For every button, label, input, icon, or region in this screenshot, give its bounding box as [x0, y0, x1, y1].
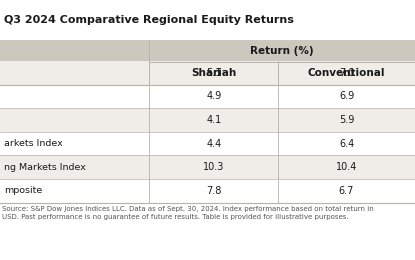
Text: 10.3: 10.3 [203, 162, 225, 172]
FancyBboxPatch shape [0, 108, 415, 132]
Text: ng Markets Index: ng Markets Index [4, 163, 86, 172]
Text: 5.9: 5.9 [339, 115, 354, 125]
Text: Q3 2024 Comparative Regional Equity Returns: Q3 2024 Comparative Regional Equity Retu… [4, 15, 294, 25]
FancyBboxPatch shape [0, 155, 415, 179]
FancyBboxPatch shape [0, 132, 415, 155]
FancyBboxPatch shape [0, 61, 415, 84]
FancyBboxPatch shape [0, 0, 415, 40]
Text: 7.8: 7.8 [206, 186, 222, 196]
FancyBboxPatch shape [0, 179, 415, 203]
Text: Source: S&P Dow Jones Indices LLC. Data as of Sept. 30, 2024. Index performance : Source: S&P Dow Jones Indices LLC. Data … [2, 206, 374, 220]
Text: 5.1: 5.1 [206, 68, 222, 78]
Text: 4.4: 4.4 [206, 139, 221, 148]
FancyBboxPatch shape [0, 62, 415, 84]
Text: Shariah: Shariah [191, 68, 237, 79]
Text: arkets Index: arkets Index [4, 139, 63, 148]
FancyBboxPatch shape [0, 40, 415, 62]
Text: 6.9: 6.9 [339, 91, 354, 101]
Text: 6.7: 6.7 [339, 186, 354, 196]
Text: mposite: mposite [4, 186, 42, 195]
Text: Return (%): Return (%) [250, 46, 314, 56]
Text: 6.4: 6.4 [339, 139, 354, 148]
FancyBboxPatch shape [0, 84, 415, 108]
Text: 7.0: 7.0 [339, 68, 354, 78]
Text: 4.1: 4.1 [206, 115, 221, 125]
Text: 10.4: 10.4 [336, 162, 357, 172]
Text: 4.9: 4.9 [206, 91, 221, 101]
Text: Conventional: Conventional [308, 68, 385, 79]
